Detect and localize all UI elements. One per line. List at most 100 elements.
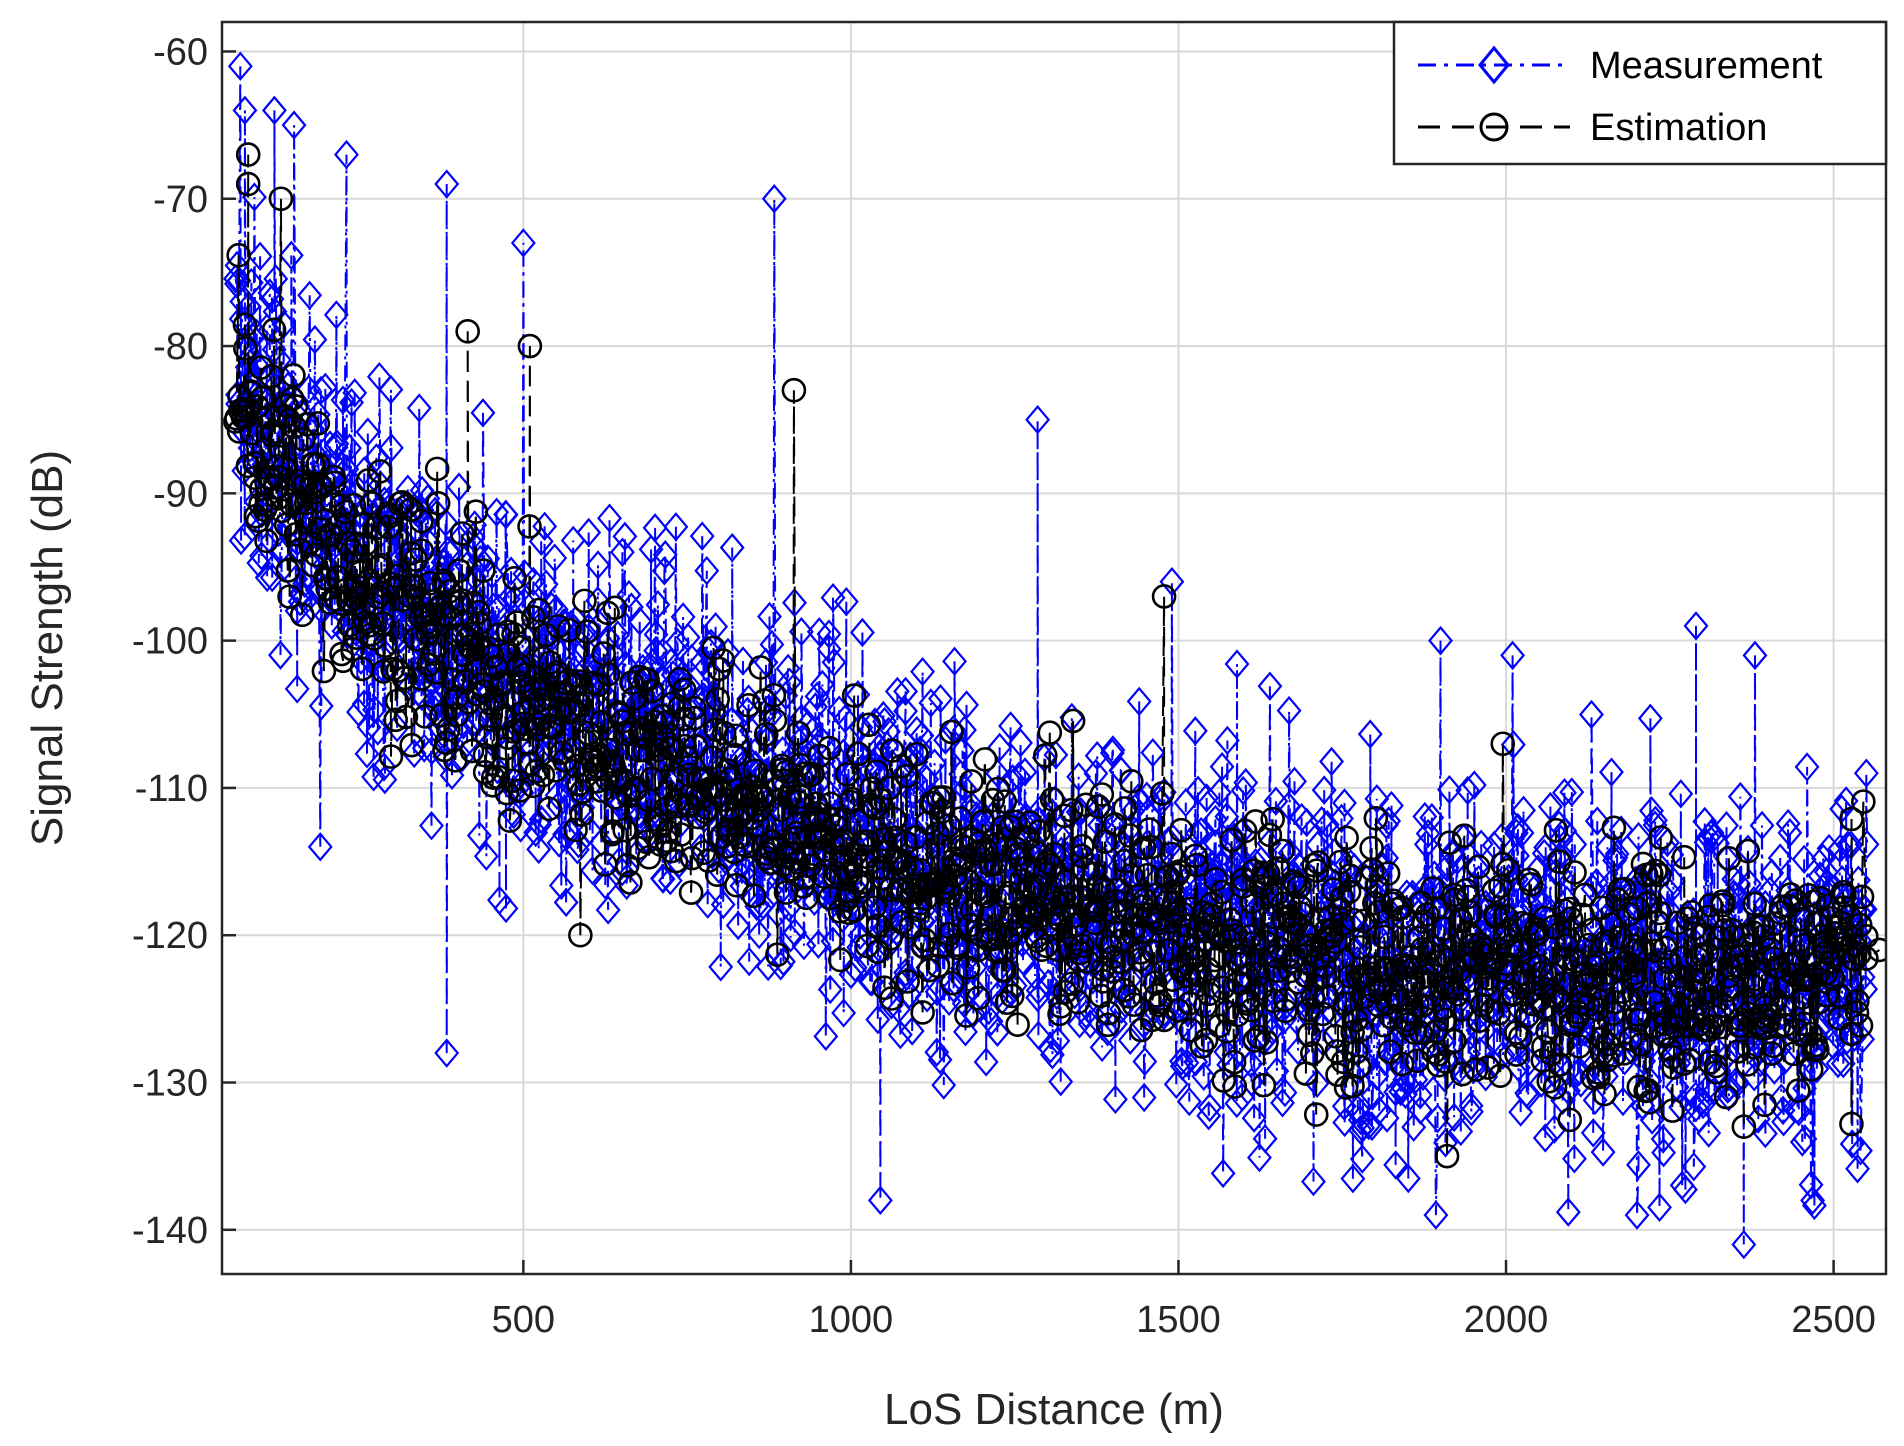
data-point xyxy=(510,228,536,258)
data-point xyxy=(1683,611,1709,641)
data-point xyxy=(595,600,620,626)
data-point xyxy=(714,834,740,859)
data-point xyxy=(1132,1046,1158,1077)
data-point xyxy=(271,455,297,480)
data-point xyxy=(289,602,315,628)
data-point xyxy=(939,719,964,745)
data-point xyxy=(303,542,329,568)
data-point xyxy=(831,998,857,1028)
data-point xyxy=(1418,991,1444,1022)
data-point xyxy=(781,377,807,403)
data-point xyxy=(965,985,991,1011)
data-point xyxy=(1192,993,1218,1019)
data-point xyxy=(1026,819,1052,844)
data-point xyxy=(692,799,718,824)
data-point xyxy=(1434,1143,1460,1169)
data-point xyxy=(278,240,304,271)
data-point xyxy=(1637,1089,1662,1115)
data-point xyxy=(393,665,418,691)
data-point xyxy=(517,514,542,539)
data-point xyxy=(1700,1014,1726,1039)
data-point xyxy=(736,692,761,718)
data-point xyxy=(893,696,918,726)
data-point xyxy=(1334,825,1359,851)
data-point xyxy=(399,732,424,758)
data-point xyxy=(1371,924,1397,950)
data-point xyxy=(1853,758,1879,788)
x-tick-label: 1000 xyxy=(809,1299,894,1341)
data-point xyxy=(1310,1001,1335,1027)
data-point xyxy=(1601,815,1627,841)
data-point xyxy=(1230,775,1256,806)
data-point xyxy=(533,622,559,648)
data-point xyxy=(870,700,896,731)
data-point xyxy=(1555,1076,1581,1106)
data-point xyxy=(882,806,907,832)
data-point xyxy=(984,831,1010,857)
data-point xyxy=(351,512,376,538)
data-point xyxy=(607,770,633,795)
data-point xyxy=(1221,1049,1247,1075)
data-point xyxy=(1848,1013,1874,1038)
data-point xyxy=(1177,991,1202,1016)
data-point xyxy=(645,590,671,620)
data-point xyxy=(1639,1105,1665,1135)
data-point xyxy=(1025,1020,1051,1051)
data-point xyxy=(1174,1048,1200,1078)
data-point xyxy=(1094,929,1120,955)
data-point xyxy=(553,670,578,695)
data-point xyxy=(283,394,309,419)
data-point xyxy=(1797,1021,1823,1047)
data-point xyxy=(376,570,402,596)
data-point xyxy=(411,733,437,763)
data-point xyxy=(262,296,288,327)
data-point xyxy=(841,683,867,708)
axes-box xyxy=(220,20,1888,1276)
data-point xyxy=(1311,775,1337,805)
y-tick-label: -120 xyxy=(132,915,208,957)
data-point xyxy=(328,493,354,519)
data-point xyxy=(1844,988,1870,1014)
data-point xyxy=(1433,1128,1458,1158)
data-point xyxy=(344,574,369,599)
data-point xyxy=(494,780,520,806)
data-point xyxy=(665,793,691,819)
data-point xyxy=(1188,816,1214,847)
data-point xyxy=(1263,786,1289,816)
data-point xyxy=(517,333,543,359)
data-point xyxy=(635,667,660,693)
data-point xyxy=(639,678,665,704)
data-point xyxy=(993,884,1019,910)
data-point xyxy=(612,817,637,843)
data-point xyxy=(1163,1069,1189,1099)
data-point xyxy=(1340,1163,1366,1194)
data-point xyxy=(986,923,1012,948)
data-point xyxy=(446,472,472,502)
data-point xyxy=(1786,1096,1812,1127)
data-point xyxy=(1750,914,1775,939)
data-point xyxy=(1647,1192,1672,1223)
data-point xyxy=(1379,790,1404,821)
data-point xyxy=(1113,847,1139,878)
data-point xyxy=(954,690,979,720)
data-point xyxy=(1592,1081,1617,1107)
data-point xyxy=(546,828,572,858)
data-point xyxy=(856,712,882,738)
data-point xyxy=(315,566,340,592)
data-point xyxy=(809,669,835,700)
data-point xyxy=(1463,1057,1489,1082)
data-point xyxy=(1242,1028,1268,1053)
data-point xyxy=(1516,1047,1542,1077)
data-point xyxy=(1239,997,1264,1023)
data-point xyxy=(687,731,713,761)
data-point xyxy=(770,946,796,977)
data-point xyxy=(918,688,944,718)
data-point xyxy=(1060,708,1086,734)
data-point xyxy=(1542,1114,1567,1144)
data-point xyxy=(1604,839,1630,869)
data-point xyxy=(1269,838,1295,864)
data-point xyxy=(1182,716,1208,746)
data-point xyxy=(672,733,697,759)
data-point xyxy=(865,913,891,938)
data-point xyxy=(530,762,556,788)
